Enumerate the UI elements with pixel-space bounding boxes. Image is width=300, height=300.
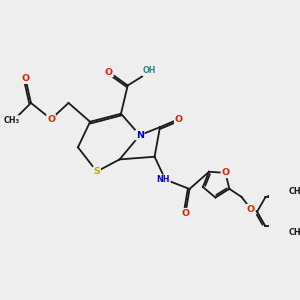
Text: O: O	[22, 74, 30, 83]
Text: O: O	[175, 115, 183, 124]
Text: N: N	[136, 131, 144, 140]
Text: OH: OH	[142, 66, 156, 75]
Text: S: S	[93, 167, 100, 176]
Text: CH₃: CH₃	[289, 227, 300, 236]
Text: O: O	[47, 115, 55, 124]
Text: O: O	[247, 205, 255, 214]
Text: O: O	[182, 209, 190, 218]
Text: OH: OH	[144, 68, 157, 76]
Text: CH₃: CH₃	[4, 116, 20, 125]
Text: O: O	[105, 68, 113, 76]
Text: CH₃: CH₃	[289, 187, 300, 196]
Text: O: O	[221, 168, 230, 177]
Text: NH: NH	[156, 175, 170, 184]
